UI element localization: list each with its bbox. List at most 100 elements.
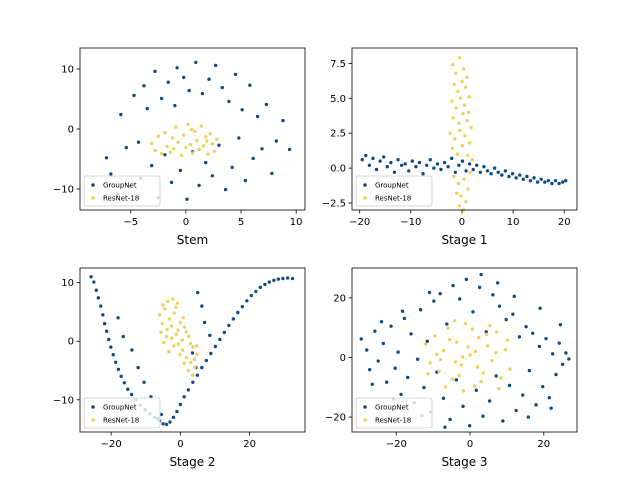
groupnet-point bbox=[287, 147, 292, 152]
resnet18-point bbox=[159, 151, 164, 156]
groupnet-point bbox=[399, 392, 403, 397]
resnet18-point bbox=[180, 348, 185, 352]
groupnet-point bbox=[210, 174, 215, 178]
groupnet-point bbox=[482, 165, 486, 169]
groupnet-point bbox=[126, 387, 130, 391]
groupnet-point bbox=[406, 375, 410, 380]
resnet18-point bbox=[452, 174, 456, 179]
resnet18-point bbox=[172, 344, 176, 348]
groupnet-point bbox=[424, 163, 429, 168]
groupnet-point bbox=[208, 333, 212, 338]
groupnet-point bbox=[485, 169, 490, 173]
groupnet-point bbox=[371, 156, 375, 161]
y-tick-label: 20 bbox=[333, 293, 346, 304]
y-tick-label: 2.5 bbox=[330, 129, 346, 140]
groupnet-point bbox=[254, 289, 258, 294]
resnet18-point bbox=[186, 122, 190, 126]
groupnet-point bbox=[220, 85, 224, 90]
groupnet-point bbox=[194, 60, 198, 65]
legend-marker bbox=[363, 405, 367, 409]
groupnet-point bbox=[251, 156, 255, 161]
resnet18-point bbox=[162, 340, 166, 345]
groupnet-point bbox=[558, 322, 563, 327]
groupnet-point bbox=[507, 174, 511, 179]
resnet18-point bbox=[157, 313, 162, 317]
groupnet-point bbox=[209, 351, 213, 356]
groupnet-point bbox=[553, 178, 558, 183]
groupnet-point bbox=[389, 324, 393, 328]
legend-marker bbox=[91, 418, 95, 422]
groupnet-point bbox=[448, 417, 452, 422]
groupnet-point bbox=[547, 396, 552, 400]
groupnet-point bbox=[142, 380, 146, 384]
resnet18-point bbox=[450, 99, 454, 103]
resnet18-point bbox=[184, 145, 188, 150]
resnet18-point bbox=[461, 389, 466, 393]
groupnet-point bbox=[101, 313, 105, 317]
resnet18-point bbox=[448, 131, 452, 135]
groupnet-point bbox=[359, 337, 363, 341]
resnet18-point bbox=[452, 319, 457, 323]
resnet18-point bbox=[193, 129, 197, 134]
groupnet-point bbox=[425, 339, 429, 344]
groupnet-point bbox=[365, 348, 369, 352]
groupnet-point bbox=[233, 72, 238, 77]
groupnet-point bbox=[231, 317, 236, 321]
x-tick-label: 10 bbox=[290, 217, 303, 228]
groupnet-point bbox=[161, 422, 165, 426]
legend: GroupNet ResNet-18 bbox=[355, 175, 433, 207]
groupnet-point bbox=[281, 118, 285, 123]
groupnet-point bbox=[464, 277, 469, 282]
groupnet-point bbox=[389, 160, 393, 165]
axes-frame bbox=[79, 267, 306, 433]
groupnet-point bbox=[122, 381, 127, 385]
groupnet-point bbox=[541, 384, 545, 389]
x-tick-label: 0 bbox=[177, 439, 183, 450]
groupnet-point bbox=[129, 392, 134, 397]
groupnet-point bbox=[477, 285, 482, 290]
resnet18-point bbox=[494, 350, 498, 355]
groupnet-point bbox=[410, 159, 415, 163]
groupnet-point bbox=[527, 368, 532, 373]
groupnet-point bbox=[260, 147, 264, 151]
resnet18-point bbox=[188, 341, 193, 346]
resnet18-point bbox=[464, 199, 468, 204]
groupnet-point bbox=[186, 388, 191, 392]
groupnet-point bbox=[204, 160, 208, 165]
groupnet-point bbox=[396, 350, 400, 354]
groupnet-point bbox=[409, 332, 413, 336]
groupnet-point bbox=[560, 362, 565, 367]
subplot-1: −5 0 5 10 −10 0 10 Stem GroupNet ResNet-18 bbox=[53, 47, 306, 247]
groupnet-point bbox=[450, 156, 454, 161]
resnet18-point bbox=[168, 150, 173, 155]
groupnet-point bbox=[518, 173, 522, 177]
resnet18-point bbox=[463, 85, 468, 89]
groupnet-point bbox=[442, 160, 447, 165]
resnet18-point bbox=[182, 325, 187, 329]
resnet18-point bbox=[467, 141, 472, 145]
legend-marker bbox=[363, 196, 367, 200]
resnet18-point bbox=[450, 377, 455, 381]
groupnet-point bbox=[531, 331, 535, 335]
groupnet-point bbox=[240, 304, 245, 309]
groupnet-point bbox=[190, 351, 195, 355]
groupnet-point bbox=[191, 380, 195, 384]
groupnet-point bbox=[197, 183, 201, 188]
resnet18-point bbox=[174, 125, 178, 129]
resnet18-point bbox=[438, 357, 443, 362]
groupnet-point bbox=[382, 155, 386, 159]
groupnet-point bbox=[379, 319, 384, 324]
groupnet-point bbox=[435, 162, 440, 166]
resnet18-point bbox=[188, 142, 192, 147]
groupnet-point bbox=[248, 83, 252, 87]
groupnet-point bbox=[407, 169, 411, 173]
resnet18-point bbox=[470, 158, 474, 162]
resnet18-point bbox=[452, 82, 456, 87]
x-tick-label: 10 bbox=[507, 217, 520, 228]
groupnet-point bbox=[446, 165, 450, 169]
resnet18-point bbox=[156, 134, 161, 138]
groupnet-point bbox=[497, 304, 502, 308]
groupnet-point bbox=[525, 174, 529, 179]
resnet18-point bbox=[189, 127, 194, 132]
resnet18-point bbox=[153, 148, 157, 153]
